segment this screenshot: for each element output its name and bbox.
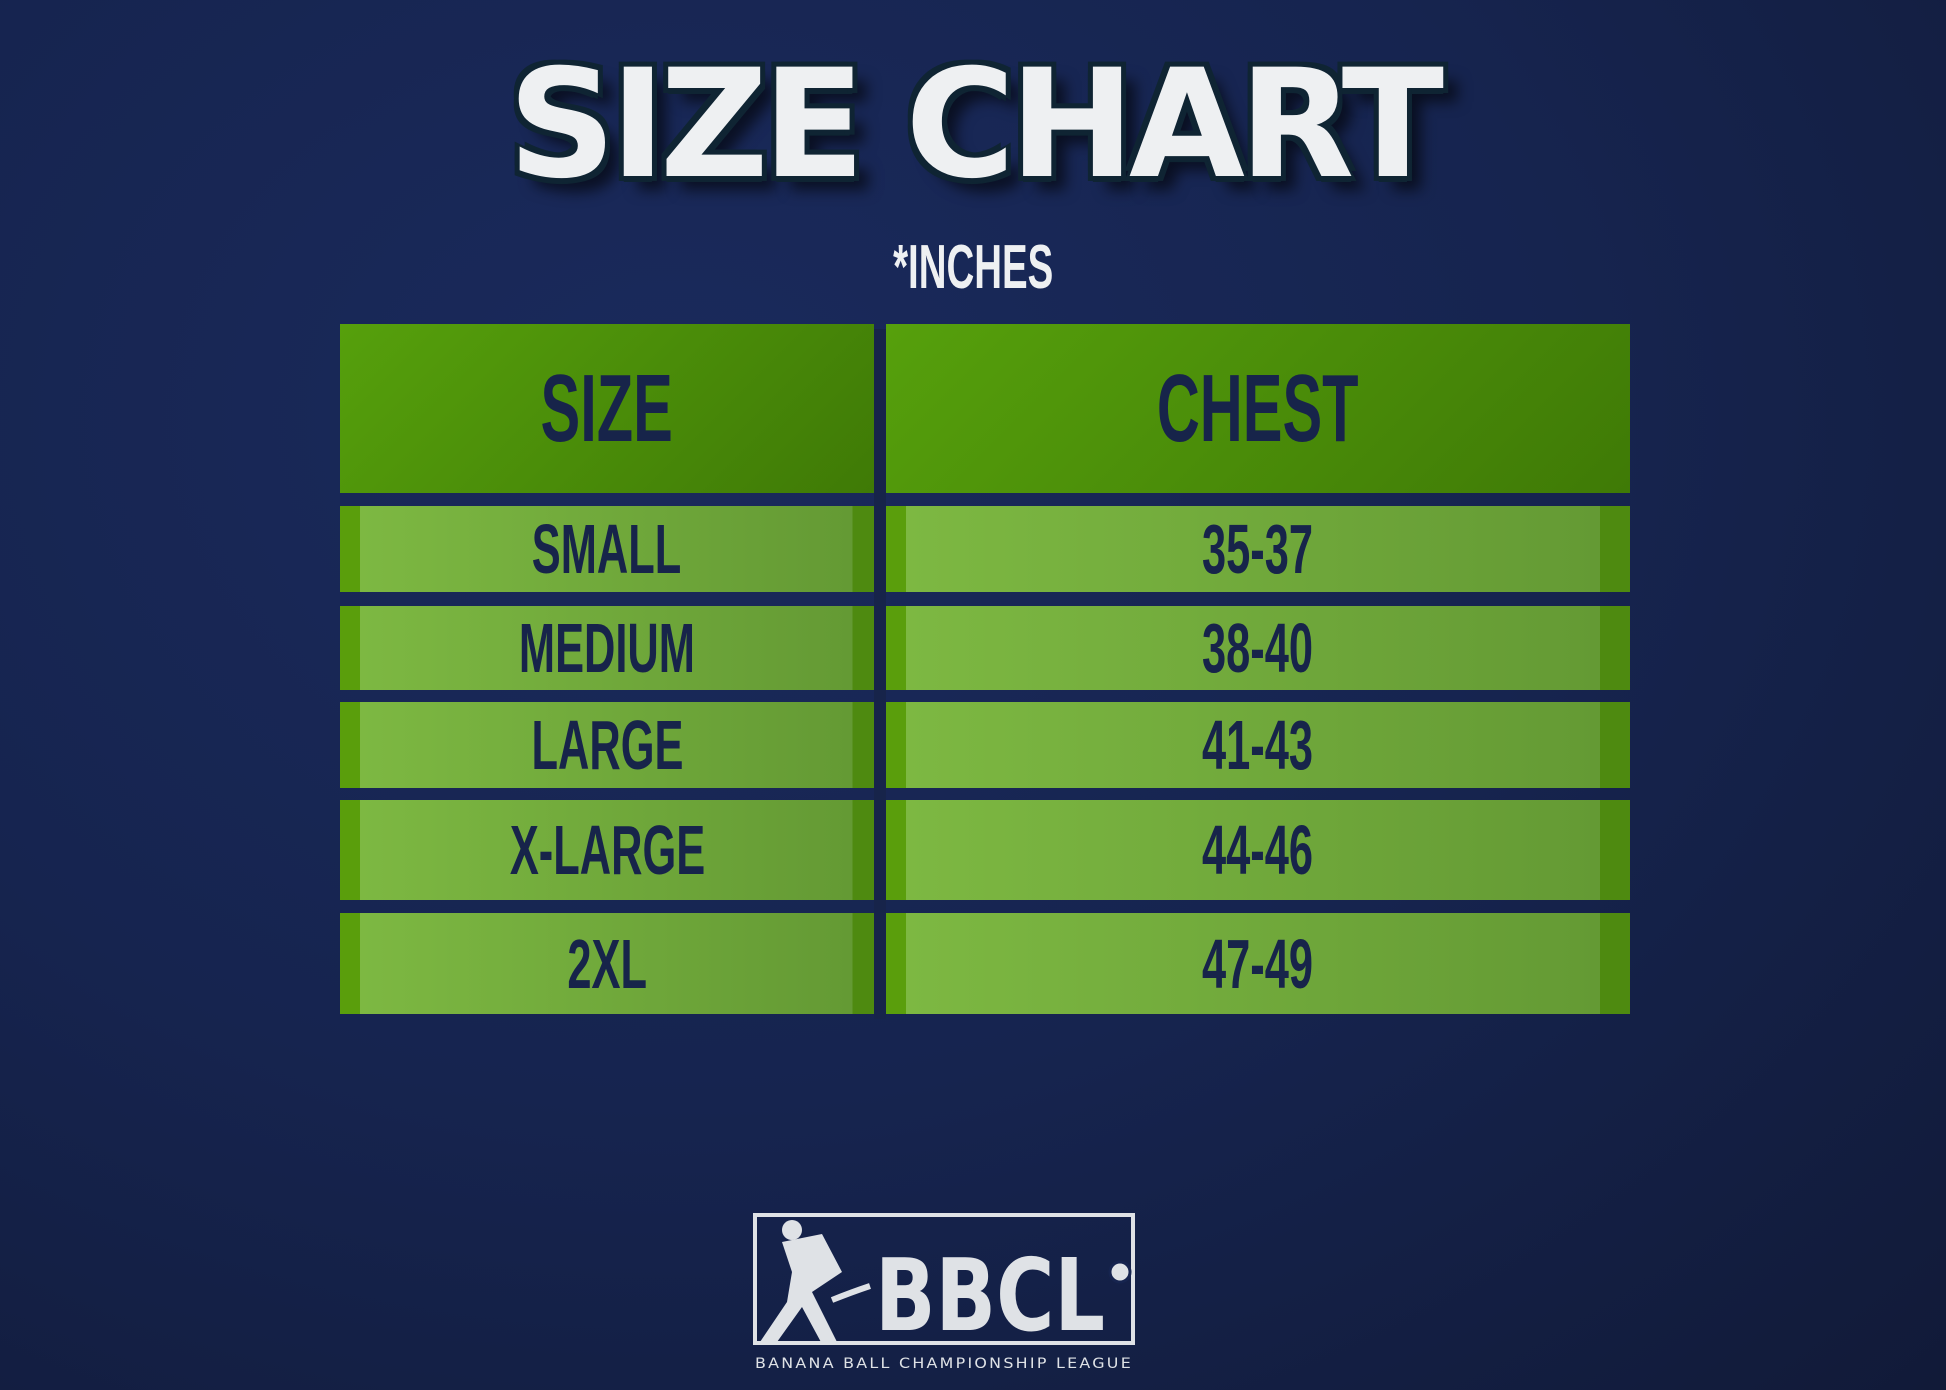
chest-value: 38-40 xyxy=(1202,609,1314,687)
header-size-text: SIZE xyxy=(540,354,674,462)
size-label: LARGE xyxy=(531,706,683,784)
chest-cell: 47-49 xyxy=(886,913,1630,1014)
chest-cell: 41-43 xyxy=(886,702,1630,788)
units-text: *INCHES xyxy=(892,233,1054,302)
size-cell: SMALL xyxy=(340,506,874,592)
header-chest-text: CHEST xyxy=(1157,354,1359,462)
chest-value: 47-49 xyxy=(1202,924,1314,1003)
chest-cell: 38-40 xyxy=(886,606,1630,690)
size-cell: LARGE xyxy=(340,702,874,788)
size-label: SMALL xyxy=(532,510,682,588)
chest-value: 44-46 xyxy=(1202,811,1314,889)
chest-cell: 35-37 xyxy=(886,506,1630,592)
chest-value: 41-43 xyxy=(1202,706,1314,784)
size-cell: X-LARGE xyxy=(340,800,874,900)
logo-tagline: BANANA BALL CHAMPIONSHIP LEAGUE xyxy=(755,1356,1133,1372)
chest-cell: 44-46 xyxy=(886,800,1630,900)
units-note: *INCHES xyxy=(0,236,1946,300)
bat-trail xyxy=(830,1283,871,1303)
column-divider xyxy=(874,329,886,1019)
logo-frame xyxy=(753,1213,1135,1345)
size-table: SIZE CHEST SMALL 35-37 MEDIUM 38-40 LARGE 41-… xyxy=(340,324,1630,1019)
header-size: SIZE xyxy=(340,324,874,493)
size-label: MEDIUM xyxy=(518,609,696,687)
size-cell: 2XL xyxy=(340,913,874,1014)
bbcl-logo: BBCL BANANA BALL CHAMPIONSHIP LEAGUE xyxy=(753,1213,1135,1372)
ball-icon xyxy=(1108,1260,1132,1284)
size-label: X-LARGE xyxy=(509,811,705,889)
pitcher-icon xyxy=(760,1220,842,1344)
page-title: SIZE CHART xyxy=(507,38,1444,212)
size-label: 2XL xyxy=(567,924,647,1003)
header-chest: CHEST xyxy=(886,324,1630,493)
size-cell: MEDIUM xyxy=(340,606,874,690)
chest-value: 35-37 xyxy=(1202,510,1314,588)
logo-text: BBCL xyxy=(875,1237,1105,1354)
